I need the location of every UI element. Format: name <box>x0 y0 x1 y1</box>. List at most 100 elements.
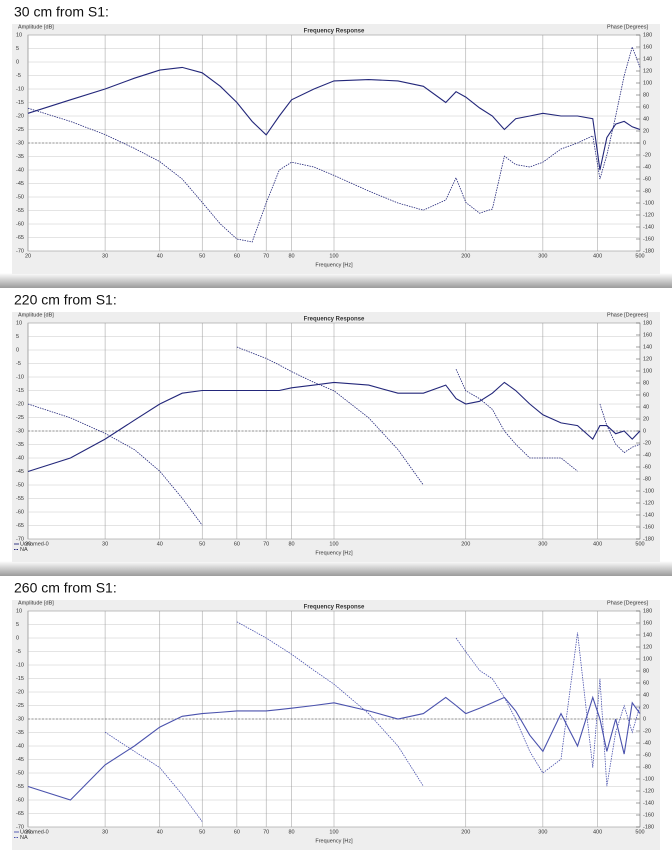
x-tick-label: 30 <box>102 253 108 259</box>
series-line <box>27 346 641 526</box>
y2-tick-label: -60 <box>643 464 651 470</box>
y2-axis-label: Phase [Degrees] <box>607 312 648 318</box>
y-tick-label: -40 <box>16 455 24 461</box>
y2-tick-label: 40 <box>643 404 649 410</box>
y2-tick-label: 100 <box>643 368 652 374</box>
y2-axis-label: Phase [Degrees] <box>607 24 648 30</box>
y2-tick-label: -140 <box>643 800 654 806</box>
y2-tick-label: 180 <box>643 608 652 614</box>
heading: 220 cm from S1: <box>14 292 117 308</box>
series-line <box>27 381 641 473</box>
legend-label: Unnamed-0 <box>20 829 49 835</box>
y-tick-label: -15 <box>16 676 24 682</box>
y-tick-label: -35 <box>16 730 24 736</box>
y2-tick-label: -20 <box>643 440 651 446</box>
y2-tick-label: -40 <box>643 164 651 170</box>
y-tick-label: -5 <box>16 649 21 655</box>
x-axis-label: Frequency [Hz] <box>315 838 353 844</box>
y-tick-label: 0 <box>16 635 19 641</box>
y2-tick-label: -120 <box>643 788 654 794</box>
y-tick-label: -30 <box>16 428 24 434</box>
x-tick-label: 60 <box>234 253 240 259</box>
y-tick-label: -50 <box>16 194 24 200</box>
y-tick-label: -50 <box>16 482 24 488</box>
y2-tick-label: -100 <box>643 488 654 494</box>
y-tick-label: 10 <box>16 608 22 614</box>
x-tick-label: 80 <box>289 541 295 547</box>
y-tick-label: -45 <box>16 757 24 763</box>
y2-tick-label: -140 <box>643 512 654 518</box>
y2-tick-label: -60 <box>643 752 651 758</box>
y2-tick-label: 40 <box>643 116 649 122</box>
x-axis-label: Frequency [Hz] <box>315 262 353 268</box>
y-tick-label: -35 <box>16 442 24 448</box>
y2-tick-label: -180 <box>643 536 654 542</box>
y-tick-label: -55 <box>16 496 24 502</box>
x-tick-label: 30 <box>102 829 108 835</box>
y-tick-label: -5 <box>16 73 21 79</box>
y-axis-label: Amplitude [dB] <box>18 600 54 606</box>
x-tick-label: 80 <box>289 829 295 835</box>
y2-tick-label: 100 <box>643 80 652 86</box>
x-tick-label: 20 <box>25 253 31 259</box>
x-tick-label: 30 <box>102 541 108 547</box>
x-tick-label: 50 <box>199 253 205 259</box>
x-tick-label: 70 <box>263 253 269 259</box>
y-tick-label: 0 <box>16 59 19 65</box>
y2-tick-label: -20 <box>643 152 651 158</box>
x-tick-label: 40 <box>157 253 163 259</box>
y2-tick-label: -160 <box>643 236 654 242</box>
y-tick-label: -20 <box>16 401 24 407</box>
y2-tick-label: -80 <box>643 188 651 194</box>
y-tick-label: -50 <box>16 770 24 776</box>
x-tick-label: 400 <box>593 253 602 259</box>
y2-tick-label: -80 <box>643 476 651 482</box>
y-tick-label: -55 <box>16 208 24 214</box>
y2-tick-label: 100 <box>643 656 652 662</box>
y2-tick-label: 140 <box>643 56 652 62</box>
x-tick-label: 500 <box>635 253 644 259</box>
y2-tick-label: -140 <box>643 224 654 230</box>
x-tick-label: 200 <box>461 829 470 835</box>
y-tick-label: -70 <box>16 536 24 542</box>
x-tick-label: 300 <box>538 253 547 259</box>
x-tick-label: 500 <box>635 829 644 835</box>
y2-tick-label: -100 <box>643 776 654 782</box>
y2-tick-label: -160 <box>643 524 654 530</box>
separator <box>0 273 672 288</box>
legend-label: NA <box>20 547 28 553</box>
y2-tick-label: 0 <box>643 716 646 722</box>
y-tick-label: 0 <box>16 347 19 353</box>
y-tick-label: -65 <box>16 811 24 817</box>
x-tick-label: 40 <box>157 829 163 835</box>
y2-tick-label: 180 <box>643 32 652 38</box>
y2-tick-label: 140 <box>643 632 652 638</box>
y-tick-label: -25 <box>16 415 24 421</box>
x-tick-label: 40 <box>157 541 163 547</box>
y2-tick-label: 60 <box>643 104 649 110</box>
y2-tick-label: 180 <box>643 320 652 326</box>
y-tick-label: -45 <box>16 181 24 187</box>
y-tick-label: -10 <box>16 86 24 92</box>
y-tick-label: -65 <box>16 235 24 241</box>
y2-tick-label: 120 <box>643 68 652 74</box>
y2-tick-label: 80 <box>643 668 649 674</box>
x-tick-label: 60 <box>234 829 240 835</box>
y-tick-label: -65 <box>16 523 24 529</box>
y2-tick-label: 120 <box>643 356 652 362</box>
heading: 260 cm from S1: <box>14 580 117 596</box>
y-tick-label: -5 <box>16 361 21 367</box>
y2-tick-label: 20 <box>643 128 649 134</box>
y2-tick-label: 160 <box>643 332 652 338</box>
y2-tick-label: 120 <box>643 644 652 650</box>
y2-tick-label: -120 <box>643 500 654 506</box>
y-tick-label: 10 <box>16 32 22 38</box>
x-tick-label: 70 <box>263 829 269 835</box>
y-tick-label: -40 <box>16 743 24 749</box>
y-tick-label: -70 <box>16 824 24 830</box>
chart-title: Frequency Response <box>304 29 365 35</box>
y2-tick-label: 80 <box>643 380 649 386</box>
y2-tick-label: 80 <box>643 92 649 98</box>
x-tick-label: 300 <box>538 829 547 835</box>
